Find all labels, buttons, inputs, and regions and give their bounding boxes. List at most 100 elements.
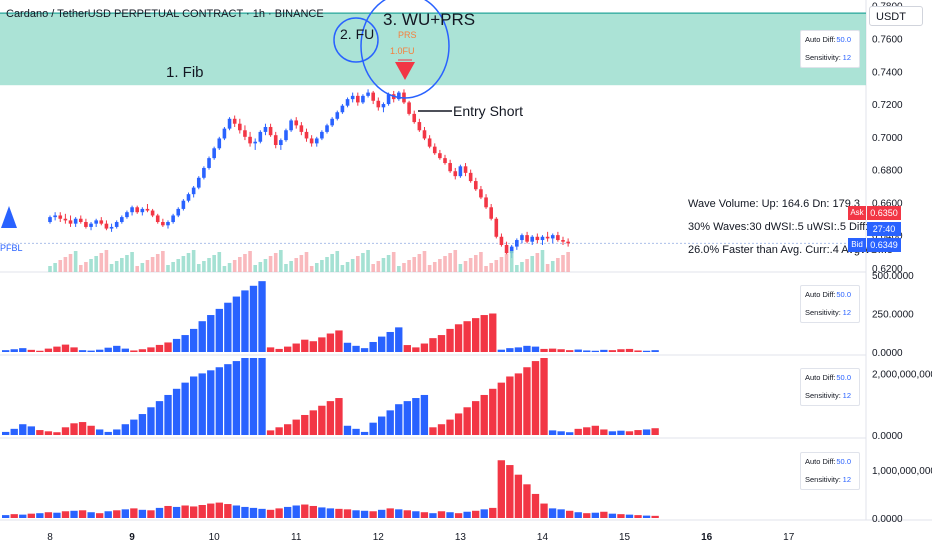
sensitivity-value: 12 xyxy=(842,475,851,484)
prs-label: PRS xyxy=(398,30,417,40)
histogram-bar xyxy=(190,376,198,435)
histogram-bar xyxy=(266,347,275,352)
histogram-bar xyxy=(232,505,241,518)
histogram-bar xyxy=(386,508,394,518)
histogram-bar xyxy=(275,348,283,352)
histogram-bar xyxy=(651,350,659,352)
volume-bar xyxy=(320,260,324,272)
histogram-bar xyxy=(463,407,471,435)
histogram-bar xyxy=(412,398,420,435)
histogram-bar xyxy=(198,321,206,352)
histogram-bar xyxy=(284,346,292,352)
volume-bar xyxy=(556,258,560,272)
candle-body xyxy=(422,130,427,139)
time-tick-label: 12 xyxy=(373,532,385,543)
candle-body xyxy=(350,95,355,100)
time-tick-label: 9 xyxy=(129,532,135,543)
candle-body xyxy=(525,235,529,242)
histogram-bar xyxy=(292,419,300,435)
candle-body xyxy=(248,136,252,144)
price-tick-label: 0.6200 xyxy=(872,264,903,275)
settings-box-price[interactable]: Auto Diff: 50.0 Sensitivity: 12 xyxy=(800,30,860,68)
histogram-bar xyxy=(369,422,377,435)
volume-bar xyxy=(402,263,406,272)
volume-bar xyxy=(381,258,386,272)
histogram-bar xyxy=(181,335,189,352)
histogram-bar xyxy=(61,511,70,518)
pane-tick-label: 0.0000 xyxy=(872,514,903,525)
settings-box-pane3[interactable]: Auto Diff: 50.0 Sensitivity: 12 xyxy=(800,452,860,490)
sensitivity-label: Sensitivity: xyxy=(805,391,841,400)
histogram-bar xyxy=(651,515,659,518)
pane-tick-label: 1,000,000,000.0000 xyxy=(872,466,932,477)
histogram-bar xyxy=(583,427,591,435)
price-tick-label: 0.7400 xyxy=(872,67,903,78)
volume-bar xyxy=(407,260,411,272)
settings-box-pane2[interactable]: Auto Diff: 50.0 Sensitivity: 12 xyxy=(800,368,860,406)
histogram-bar xyxy=(164,394,172,435)
histogram-bar xyxy=(600,429,608,435)
candle-body xyxy=(494,218,499,237)
volume-bar xyxy=(356,256,360,272)
histogram-bar xyxy=(548,348,557,352)
volume-bar xyxy=(150,257,155,272)
histogram-bar xyxy=(497,460,505,518)
volume-bar xyxy=(304,252,309,272)
candle-body xyxy=(284,130,288,141)
histogram-bar xyxy=(472,510,480,518)
histogram-bar xyxy=(309,410,317,435)
histogram-bar xyxy=(164,342,172,352)
time-tick-label: 8 xyxy=(47,532,53,543)
candle-body xyxy=(304,131,309,139)
currency-selector[interactable]: USDT xyxy=(869,6,923,26)
time-tick-label: 15 xyxy=(619,532,631,543)
histogram-bar xyxy=(600,511,608,518)
pane-tick-label: 0.0000 xyxy=(872,348,903,359)
candle-body xyxy=(109,226,114,229)
candle-body xyxy=(499,236,504,245)
volume-bar xyxy=(279,250,283,272)
volume-bar xyxy=(68,254,73,272)
candle-body xyxy=(443,158,447,164)
candle-body xyxy=(94,220,98,224)
wave-volume-text: Wave Volume: Up: 164.6 Dn: 179.3 xyxy=(688,198,861,210)
histogram-bar xyxy=(454,324,463,352)
histogram-bar xyxy=(138,349,147,352)
volume-bar xyxy=(484,266,488,272)
histogram-bar xyxy=(19,514,27,518)
candle-body xyxy=(253,141,257,144)
price-tick-label: 0.6400 xyxy=(872,231,903,242)
histogram-bar xyxy=(96,429,104,435)
candle-body xyxy=(145,208,150,211)
histogram-bar xyxy=(326,401,335,435)
candle-body xyxy=(540,236,545,241)
histogram-bar xyxy=(224,504,232,518)
histogram-bar xyxy=(608,431,617,435)
histogram-bar xyxy=(275,508,283,518)
volume-bar xyxy=(109,264,114,272)
histogram-bar xyxy=(617,514,625,518)
settings-box-pane1[interactable]: Auto Diff: 50.0 Sensitivity: 12 xyxy=(800,285,860,323)
histogram-bar xyxy=(634,350,642,352)
histogram-bar xyxy=(78,510,87,518)
histogram-bar xyxy=(591,350,599,352)
volume-bar xyxy=(248,251,252,272)
histogram-bar xyxy=(104,511,112,518)
volume-bar xyxy=(458,264,463,272)
candle-body xyxy=(217,138,222,149)
histogram-bar xyxy=(625,431,634,435)
histogram-bar xyxy=(87,350,95,352)
histogram-bar xyxy=(454,413,463,435)
histogram-bar xyxy=(172,506,181,518)
histogram-bar xyxy=(583,513,591,518)
candle-body xyxy=(376,100,381,108)
volume-bar xyxy=(253,265,257,272)
fu-circle xyxy=(333,17,379,63)
pfbl-label: PFBL xyxy=(0,243,23,253)
histogram-bar xyxy=(437,424,446,435)
histogram-bar xyxy=(514,474,523,518)
volume-bar xyxy=(289,261,293,272)
histogram-bar xyxy=(360,510,369,518)
histogram-bar xyxy=(249,285,258,352)
